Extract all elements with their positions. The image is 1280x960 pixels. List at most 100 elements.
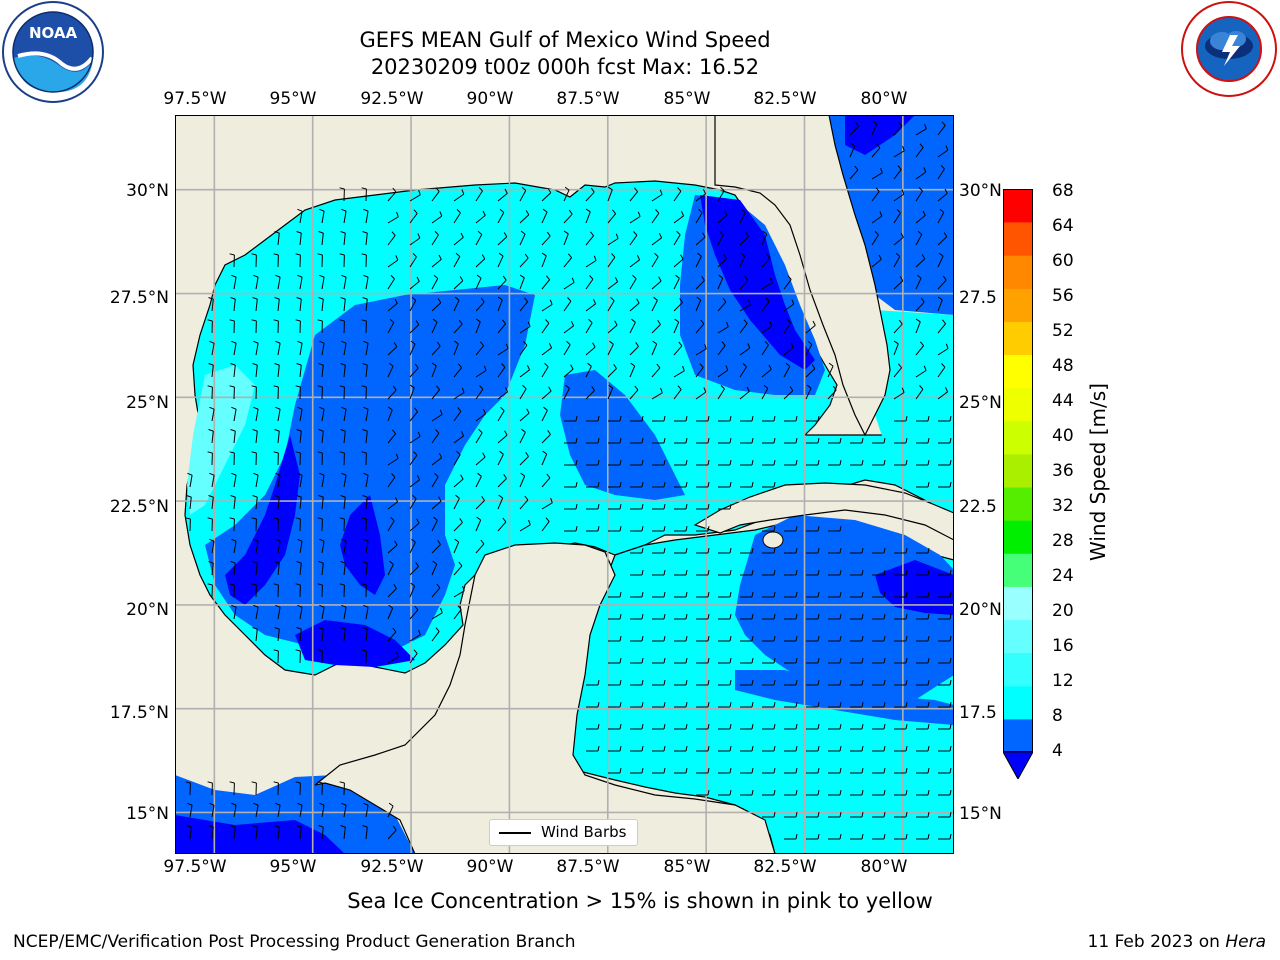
- wind-barb-flag: [949, 592, 952, 598]
- wind-barb: [783, 322, 791, 334]
- wind-barb: [893, 237, 904, 246]
- wind-barb-flag: [504, 188, 508, 194]
- wind-barb-flag: [632, 274, 637, 280]
- wind-barb-flag: [417, 431, 421, 437]
- wind-barb: [937, 279, 947, 290]
- wind-barb-flag: [480, 297, 485, 303]
- legend-label: Wind Barbs: [541, 823, 627, 841]
- wind-barb-flag: [274, 429, 280, 432]
- wind-barb: [673, 302, 683, 312]
- wind-barb-flag: [707, 482, 710, 488]
- cbar-tick-32: 32: [1052, 496, 1074, 516]
- wind-barb-flag: [927, 635, 930, 642]
- wind-barb: [893, 392, 905, 400]
- wind-barb-flag: [905, 701, 908, 708]
- wind-barb: [299, 409, 303, 422]
- wind-barb-flag: [340, 495, 346, 498]
- wind-barb-flag: [861, 833, 864, 840]
- wind-barb-flag: [773, 614, 776, 620]
- wind-barb: [607, 189, 613, 202]
- wind-barb-flag: [641, 460, 644, 466]
- nws-logo: [1178, 0, 1280, 100]
- wind-barb-flag: [828, 362, 834, 367]
- wind-barb-flag: [817, 745, 820, 752]
- wind-barb: [255, 475, 259, 488]
- wind-barb-flag: [273, 253, 279, 256]
- wind-barb-flag: [396, 211, 399, 217]
- wind-barb-flag: [275, 538, 281, 542]
- wind-barb: [607, 344, 614, 356]
- wind-barb-flag: [296, 297, 302, 300]
- lon-label-bottom-92.5: 92.5°W: [360, 857, 424, 877]
- wind-barb-flag: [883, 657, 886, 664]
- colorbar-segment: [1003, 321, 1033, 356]
- wind-barb-flag: [707, 526, 710, 532]
- wind-barb-flag: [520, 472, 525, 477]
- colorbar-segment: [1003, 487, 1033, 521]
- wind-barb-flag: [317, 649, 323, 652]
- wind-barb: [761, 233, 768, 246]
- wind-barb-flag: [729, 416, 732, 422]
- wind-barb-flag: [592, 299, 597, 305]
- wind-barb-flag: [839, 614, 842, 620]
- wind-barb-flag: [521, 428, 526, 433]
- wind-barb: [387, 607, 394, 620]
- wind-barb-flag: [817, 592, 820, 598]
- wind-barb: [431, 544, 441, 554]
- wind-barb-flag: [641, 504, 644, 510]
- wind-barb-flag: [751, 438, 754, 444]
- wind-barb-flag: [501, 363, 506, 368]
- wind-barb-flag: [231, 538, 237, 542]
- wind-barb-flag: [461, 189, 465, 195]
- wind-barb: [739, 212, 746, 224]
- wind-barb-flag: [565, 384, 570, 389]
- wind-barb-flag: [209, 406, 215, 410]
- wind-barb-flag: [704, 343, 707, 349]
- wind-barb-flag: [542, 450, 547, 455]
- wind-barb: [365, 629, 368, 642]
- wind-speed-map[interactable]: [175, 115, 954, 854]
- wind-barb: [453, 435, 464, 444]
- wind-barb-flag: [682, 365, 685, 371]
- wind-barb-flag: [527, 321, 531, 327]
- wind-barb: [233, 409, 237, 422]
- wind-barb-flag: [251, 781, 257, 784]
- wind-barb: [409, 343, 416, 356]
- wind-barb: [695, 323, 705, 334]
- lon-label-top-80: 80°W: [860, 89, 908, 109]
- wind-barb: [761, 282, 773, 290]
- wind-barb-flag: [817, 701, 820, 708]
- wind-barb-flag: [678, 341, 683, 347]
- wind-barb-flag: [795, 767, 798, 774]
- wind-barb: [475, 215, 486, 224]
- wind-barb: [475, 321, 481, 334]
- wind-barb: [541, 434, 551, 444]
- wind-barb-flag: [817, 635, 820, 642]
- wind-barb-flag: [564, 186, 570, 191]
- wind-barb: [387, 564, 394, 576]
- wind-barb-flag: [663, 614, 666, 620]
- wind-barb: [343, 233, 346, 246]
- wind-barb: [563, 300, 572, 312]
- wind-barb: [805, 325, 816, 334]
- colorbar-segment: [1003, 453, 1033, 488]
- wind-barb-flag: [795, 438, 798, 444]
- wind-barb-flag: [729, 701, 732, 708]
- wind-barb-flag: [431, 362, 437, 367]
- wind-barb: [717, 301, 727, 312]
- wind-barb: [585, 322, 593, 334]
- wind-barb-flag: [502, 275, 507, 281]
- wind-barb: [431, 520, 438, 532]
- wind-barb-flag: [707, 614, 710, 620]
- wind-barb-flag: [763, 384, 769, 389]
- wind-barb-flag: [341, 208, 347, 212]
- wind-barb-flag: [614, 320, 618, 326]
- wind-barb-flag: [297, 406, 303, 410]
- wind-barb-flag: [432, 318, 438, 323]
- wind-barb-flag: [663, 767, 666, 774]
- wind-barb-flag: [394, 497, 399, 503]
- wind-barb: [673, 345, 683, 356]
- wind-barb-flag: [883, 635, 886, 642]
- lat-label-left-17.5: 17.5°N: [109, 703, 169, 723]
- wind-barb-flag: [785, 362, 791, 367]
